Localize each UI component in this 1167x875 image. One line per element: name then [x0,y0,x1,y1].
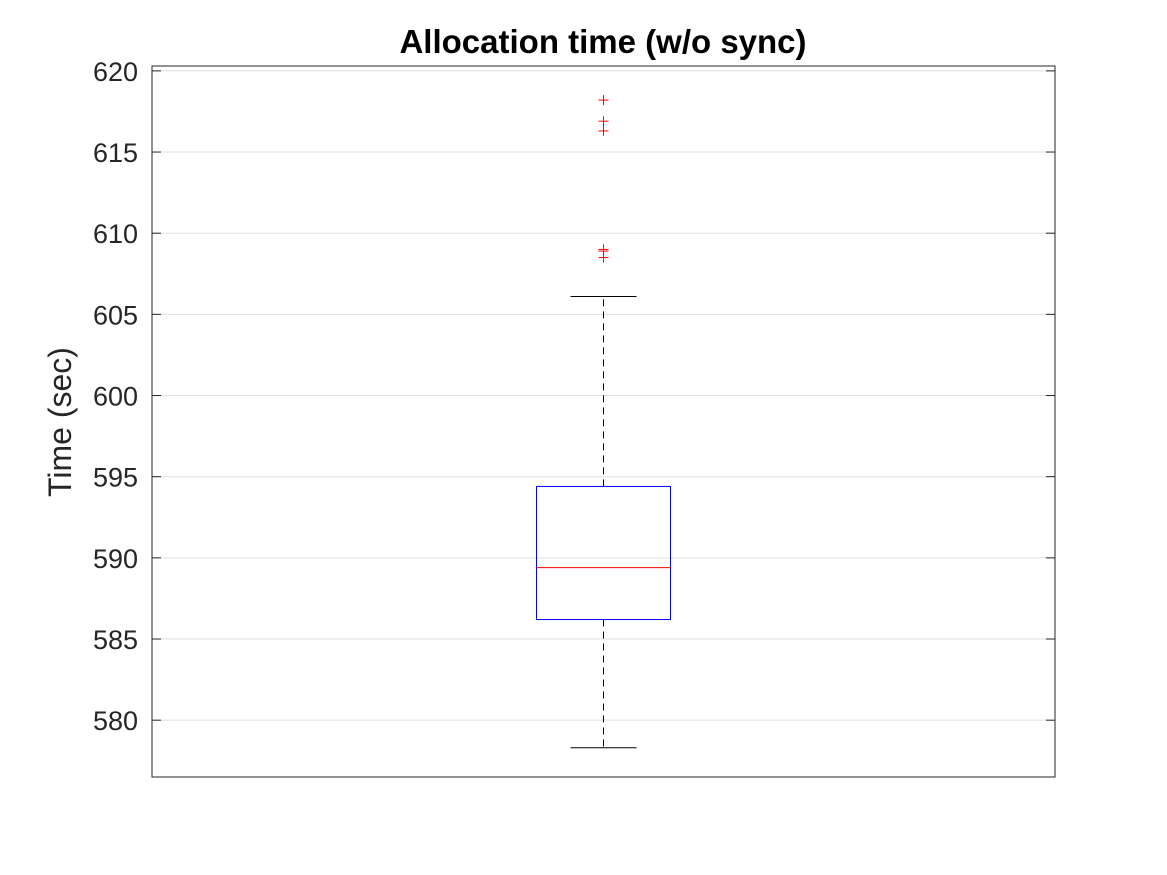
outlier-point [598,116,609,127]
y-tick-label: 595 [93,463,138,493]
y-tick-label: 590 [93,544,138,574]
y-tick-label: 610 [93,219,138,249]
outlier-point [598,95,609,106]
y-tick-label: 615 [93,138,138,168]
chart-title: Allocation time (w/o sync) [399,23,806,60]
outlier-point [598,244,609,255]
axes-frame [151,65,1056,778]
y-axis-ticks: 580 585 590 595 600 605 610 615 620 [93,57,1055,736]
y-tick-label: 580 [93,706,138,736]
y-tick-label: 585 [93,625,138,655]
y-axis-label: Time (sec) [42,347,78,497]
y-tick-label: 605 [93,300,138,330]
outlier-point [598,125,609,136]
y-tick-label: 600 [93,382,138,412]
box-plot [536,95,671,749]
y-tick-label: 620 [93,57,138,87]
interquartile-box [536,485,671,621]
